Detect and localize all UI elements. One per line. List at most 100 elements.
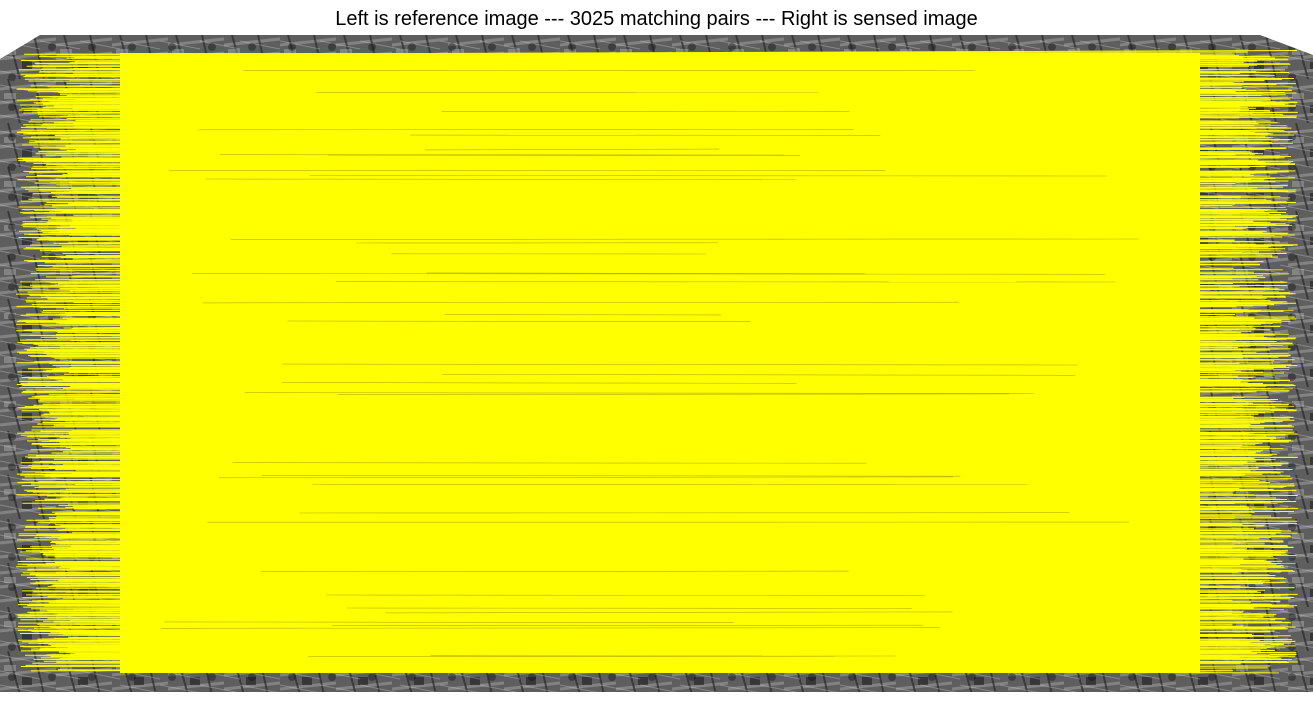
match-line (27, 629, 1252, 635)
match-line (59, 347, 1238, 350)
match-line (66, 519, 1249, 524)
match-line (21, 106, 1241, 109)
match-line (32, 64, 1258, 67)
match-line (64, 580, 1266, 583)
match-line (72, 122, 1287, 126)
match-line (39, 444, 1270, 448)
match-line (21, 390, 1290, 393)
match-line (36, 587, 1258, 592)
match-line (56, 54, 1290, 58)
match-line (16, 330, 1276, 336)
match-line (17, 179, 1252, 183)
match-visualization (0, 35, 1313, 692)
match-line-shadow (441, 374, 1076, 376)
match-line (32, 189, 1277, 195)
match-line (70, 404, 1287, 410)
match-line-shadow (281, 382, 797, 384)
match-line (18, 69, 1240, 74)
match-line (32, 597, 1247, 602)
match-line (72, 258, 1264, 262)
match-line-shadow (424, 148, 720, 151)
match-line (25, 311, 1259, 315)
match-line (56, 514, 1252, 517)
match-line (48, 83, 1260, 90)
match-line (24, 488, 1240, 491)
match-line (57, 293, 1296, 299)
match-line (44, 470, 1252, 477)
match-line (25, 75, 1269, 79)
match-line (18, 615, 1245, 618)
match-line (58, 320, 1280, 325)
match-line (21, 377, 1277, 381)
match-line-shadow (261, 475, 961, 477)
match-line (46, 163, 1279, 166)
match-line (50, 632, 1240, 636)
match-line (41, 522, 1255, 528)
match-line (24, 187, 1258, 190)
match-line (69, 190, 1281, 197)
match-line (59, 288, 1290, 293)
match-line (20, 462, 1244, 465)
match-line (28, 198, 1288, 204)
match-line-shadow (337, 393, 1010, 395)
match-line (22, 570, 1294, 574)
match-line (75, 537, 1236, 542)
match-line (35, 338, 1287, 345)
match-line (30, 667, 1268, 672)
match-line (46, 563, 1281, 566)
match-line (32, 285, 1288, 288)
match-line (66, 149, 1256, 155)
match-line (27, 564, 1269, 570)
match-line (27, 457, 1248, 463)
match-line (25, 558, 1272, 563)
match-line (71, 470, 1238, 474)
match-line (51, 195, 1290, 199)
match-line (39, 398, 1276, 402)
match-line (40, 433, 1247, 438)
match-line (35, 267, 1234, 270)
match-line (62, 265, 1283, 271)
match-line (32, 164, 1295, 169)
match-line (25, 384, 1268, 391)
match-line (22, 388, 1285, 392)
match-line (30, 577, 1284, 580)
match-line-shadow (332, 624, 924, 627)
match-line (27, 382, 1296, 386)
match-line (42, 291, 1241, 294)
match-line (69, 80, 1235, 84)
match-line (74, 621, 1290, 625)
match-line (57, 225, 1236, 228)
match-line (42, 365, 1254, 372)
match-line (44, 497, 1248, 500)
match-line (26, 517, 1280, 521)
match-line-shadow (232, 462, 867, 464)
match-line (68, 379, 1294, 386)
match-line (40, 430, 1265, 433)
match-line (30, 271, 1254, 274)
match-line (42, 322, 1273, 327)
match-line (43, 351, 1271, 357)
match-line (51, 90, 1285, 93)
match-line (61, 558, 1244, 564)
match-line (57, 634, 1246, 640)
match-line (47, 295, 1286, 300)
match-line (65, 595, 1281, 601)
match-line (28, 397, 1274, 401)
match-line (38, 151, 1292, 157)
match-line-shadow (218, 476, 954, 479)
match-line (16, 539, 1265, 543)
match-line (36, 534, 1238, 537)
match-line (44, 262, 1240, 265)
match-line (28, 230, 1245, 235)
match-line-shadow (287, 320, 751, 323)
match-line (22, 137, 1290, 141)
match-line (58, 208, 1247, 212)
match-line (48, 368, 1274, 373)
match-line (69, 285, 1240, 292)
match-line (30, 115, 1288, 121)
match-line (16, 566, 1241, 572)
match-line (68, 234, 1236, 238)
match-line (58, 504, 1247, 507)
match-line (45, 647, 1252, 653)
match-line (42, 309, 1249, 311)
